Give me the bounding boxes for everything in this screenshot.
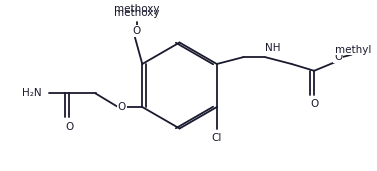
Text: methoxy: methoxy [114,8,159,18]
Text: methyl: methyl [335,45,372,55]
Text: NH: NH [265,43,281,53]
Text: O: O [133,26,141,36]
Text: O: O [118,102,126,112]
Text: H₂N: H₂N [21,88,41,98]
Text: O: O [334,52,343,62]
Text: O: O [65,122,74,131]
Text: Cl: Cl [211,133,222,143]
Text: O: O [310,99,318,109]
Text: methoxy: methoxy [114,4,159,14]
